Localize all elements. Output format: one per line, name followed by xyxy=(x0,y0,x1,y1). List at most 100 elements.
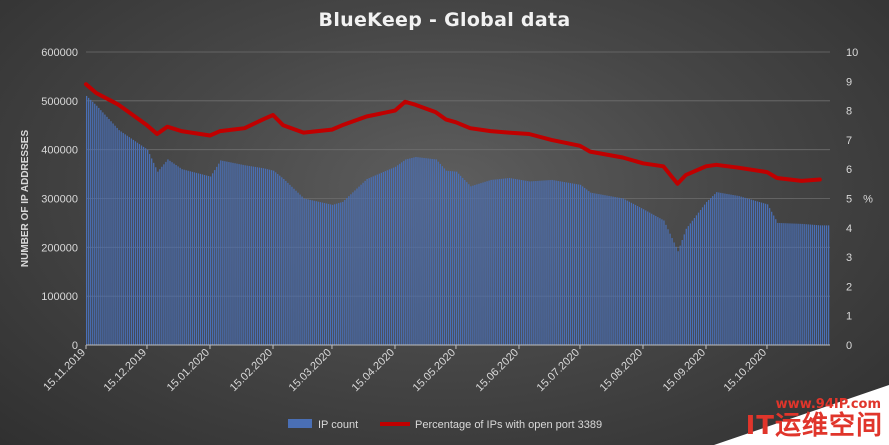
bar xyxy=(244,165,246,345)
bar xyxy=(799,223,801,345)
bar xyxy=(283,178,285,345)
bar xyxy=(421,157,423,345)
bar xyxy=(96,105,98,345)
bar xyxy=(762,203,765,345)
bar xyxy=(417,157,419,345)
bar xyxy=(319,202,322,345)
bar xyxy=(653,214,655,345)
bar xyxy=(228,162,230,345)
line-point xyxy=(166,126,168,128)
bar xyxy=(394,166,397,345)
bar xyxy=(821,225,824,345)
bar xyxy=(140,145,143,345)
bar xyxy=(805,224,807,345)
bar xyxy=(586,189,588,345)
bar xyxy=(462,177,464,345)
bar xyxy=(451,171,454,345)
bar xyxy=(270,170,273,345)
bar xyxy=(512,178,515,345)
bar xyxy=(350,194,352,345)
bar xyxy=(124,134,126,345)
bar xyxy=(254,166,256,345)
bar xyxy=(817,225,820,345)
bar xyxy=(334,204,336,345)
bar xyxy=(756,201,759,345)
bar xyxy=(195,172,198,345)
bar xyxy=(108,119,110,345)
bar xyxy=(277,173,279,345)
watermark: www.94IP.com IT运维空间 xyxy=(714,385,889,445)
bar xyxy=(827,225,830,345)
bar xyxy=(785,223,787,345)
bar xyxy=(256,167,259,345)
bar xyxy=(157,171,159,345)
bar xyxy=(693,218,696,345)
bar xyxy=(703,204,706,345)
bar xyxy=(386,170,389,345)
bar xyxy=(419,157,421,345)
bar xyxy=(144,148,147,345)
bar xyxy=(323,203,326,345)
bar xyxy=(779,223,781,345)
bar xyxy=(478,183,480,345)
bar xyxy=(525,180,527,345)
bar xyxy=(399,163,401,345)
bar xyxy=(441,166,443,345)
bar xyxy=(439,163,441,345)
line-point xyxy=(579,145,581,147)
line-point xyxy=(394,110,396,112)
bar xyxy=(726,193,728,345)
line-point xyxy=(435,111,437,113)
line-point xyxy=(705,165,707,167)
bar xyxy=(718,192,720,345)
bar xyxy=(584,187,586,345)
bar xyxy=(614,197,616,345)
bar xyxy=(413,157,415,345)
bar xyxy=(736,195,738,345)
bar xyxy=(220,160,222,345)
bar xyxy=(575,184,578,345)
bar xyxy=(222,160,224,345)
line-point xyxy=(272,114,274,116)
bar xyxy=(189,171,191,345)
bar xyxy=(268,169,271,345)
bar xyxy=(187,170,189,345)
bar xyxy=(191,171,193,345)
bar xyxy=(238,164,240,345)
bar xyxy=(712,196,714,345)
bar xyxy=(342,201,344,345)
bar xyxy=(411,157,413,345)
bar xyxy=(620,198,622,345)
bar xyxy=(171,162,173,345)
bar xyxy=(476,184,478,345)
bar xyxy=(488,180,490,345)
line-point xyxy=(469,127,471,129)
bar xyxy=(573,183,576,345)
bar xyxy=(606,195,608,345)
bar xyxy=(618,197,620,345)
bar xyxy=(468,184,470,345)
bar xyxy=(679,245,681,345)
bar xyxy=(683,234,685,345)
chart-title: BlueKeep - Global data xyxy=(318,9,571,31)
bar xyxy=(557,180,559,345)
watermark-brand: IT运维空间 xyxy=(745,411,883,441)
bar xyxy=(405,159,407,345)
y2-tick-label: 9 xyxy=(846,76,852,88)
bar xyxy=(378,173,380,345)
bar xyxy=(811,224,813,345)
bar xyxy=(183,169,185,345)
bar xyxy=(685,228,687,345)
bar xyxy=(502,178,504,345)
bar xyxy=(795,223,797,345)
bar xyxy=(309,199,311,345)
bar xyxy=(651,213,653,345)
line-point xyxy=(341,124,343,126)
bar xyxy=(437,161,439,345)
bar xyxy=(336,203,338,345)
bar xyxy=(561,181,563,345)
bar xyxy=(815,225,818,345)
y2-tick-label: 6 xyxy=(846,164,852,176)
bar xyxy=(649,212,651,345)
